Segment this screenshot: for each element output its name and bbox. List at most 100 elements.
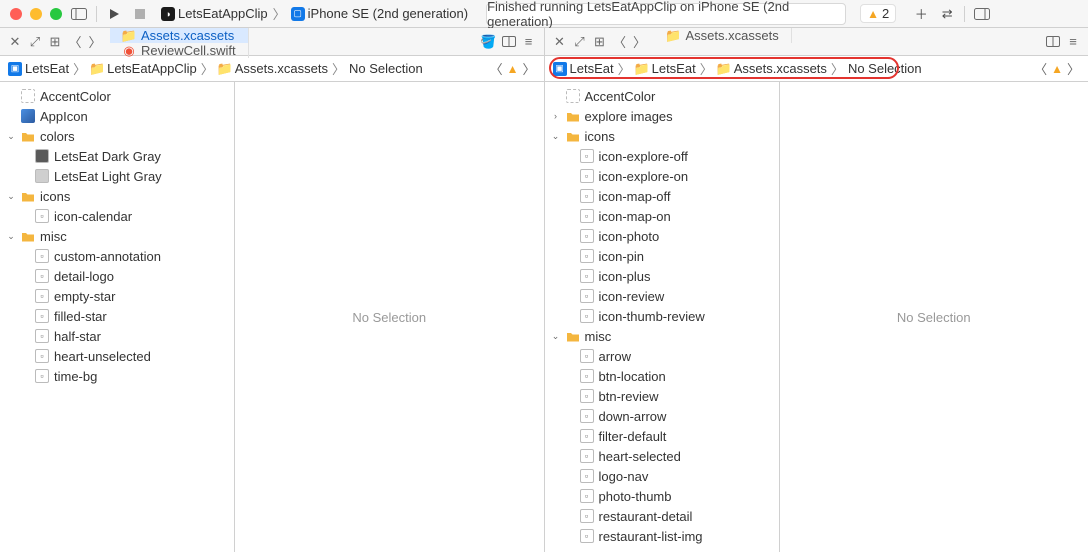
- disclosure-open-icon[interactable]: ⌄: [6, 231, 16, 242]
- tree-row[interactable]: ▫icon-map-on: [545, 206, 779, 226]
- disclosure-open-icon[interactable]: ⌄: [6, 191, 16, 202]
- tree-row[interactable]: ▫icon-map-off: [545, 186, 779, 206]
- tree-row[interactable]: ▫photo-thumb: [545, 486, 779, 506]
- imageset-icon: ▫: [34, 248, 50, 264]
- tree-row[interactable]: ▫filled-star: [0, 306, 234, 326]
- tree-label: icon-map-on: [599, 209, 671, 224]
- tree-row[interactable]: ▫btn-location: [545, 366, 779, 386]
- crumb[interactable]: LetsEatAppClip: [107, 61, 197, 76]
- right-breadcrumbs[interactable]: ▣LetsEat 〉 📁LetsEat 〉 📁Assets.xcassets 〉…: [545, 56, 1088, 82]
- tree-row[interactable]: ▫arrow: [545, 346, 779, 366]
- tree-row[interactable]: ▫icon-calendar: [0, 206, 234, 226]
- nav-forward-icon[interactable]: 〉: [88, 35, 102, 49]
- nav-forward-icon[interactable]: 〉: [633, 35, 647, 49]
- activity-status[interactable]: Finished running LetsEatAppClip on iPhon…: [486, 3, 846, 25]
- left-asset-tree[interactable]: AccentColorAppIcon⌄colorsLetsEat Dark Gr…: [0, 82, 235, 552]
- tree-row[interactable]: LetsEat Dark Gray: [0, 146, 234, 166]
- imageset-icon: ▫: [34, 268, 50, 284]
- grid-icon[interactable]: ⊞: [593, 35, 607, 49]
- tree-row[interactable]: ⌄colors: [0, 126, 234, 146]
- zoom-window-button[interactable]: [50, 8, 62, 20]
- minimize-window-button[interactable]: [30, 8, 42, 20]
- editor-tab[interactable]: 📁Assets.xcassets: [655, 28, 792, 43]
- crumb[interactable]: Assets.xcassets: [734, 61, 827, 76]
- paint-icon[interactable]: 🪣: [482, 35, 496, 49]
- tree-row[interactable]: ▫detail-logo: [0, 266, 234, 286]
- tree-label: logo-nav: [599, 469, 649, 484]
- tree-row[interactable]: ⌄misc: [0, 226, 234, 246]
- options-icon[interactable]: ≡: [522, 35, 536, 49]
- tree-row[interactable]: ⌄icons: [0, 186, 234, 206]
- grid-icon[interactable]: ⊞: [48, 35, 62, 49]
- options-icon[interactable]: ≡: [1066, 35, 1080, 49]
- expand-icon[interactable]: ⤢: [28, 35, 42, 49]
- tree-row[interactable]: AccentColor: [0, 86, 234, 106]
- nav-back-icon[interactable]: 〈: [490, 59, 503, 78]
- tree-row[interactable]: ▫btn-review: [545, 386, 779, 406]
- issues-badge[interactable]: ▲ 2: [860, 4, 896, 23]
- tree-row[interactable]: ⌄icons: [545, 126, 779, 146]
- tree-row[interactable]: ▫icon-review: [545, 286, 779, 306]
- close-window-button[interactable]: [10, 8, 22, 20]
- left-tabbar[interactable]: ✕ ⤢ ⊞ 〈 〉 📁Assets.xcassets◉ReviewCell.sw…: [0, 28, 544, 56]
- assets-icon: 📁: [717, 62, 731, 76]
- tree-row[interactable]: ▫restaurant-list-img: [545, 526, 779, 546]
- disclosure-open-icon[interactable]: ⌄: [551, 131, 561, 142]
- tree-row[interactable]: ▫icon-explore-on: [545, 166, 779, 186]
- tree-row[interactable]: ▫empty-star: [0, 286, 234, 306]
- scheme-selector[interactable]: ◑ LetsEatAppClip 〉 ▢ iPhone SE (2nd gene…: [157, 2, 472, 25]
- nav-back-icon[interactable]: 〈: [613, 35, 627, 49]
- right-asset-tree[interactable]: AccentColor›explore images⌄icons▫icon-ex…: [545, 82, 780, 552]
- disclosure-open-icon[interactable]: ⌄: [6, 131, 16, 142]
- tree-row[interactable]: ›explore images: [545, 106, 779, 126]
- run-button[interactable]: [105, 5, 123, 23]
- tree-row[interactable]: ▫time-bg: [0, 366, 234, 386]
- crumb[interactable]: LetsEat: [570, 61, 614, 76]
- nav-forward-icon[interactable]: 〉: [522, 59, 535, 78]
- tree-row[interactable]: ▫icon-explore-off: [545, 146, 779, 166]
- imageset-icon: ▫: [579, 408, 595, 424]
- nav-back-icon[interactable]: 〈: [1034, 59, 1047, 78]
- tree-row[interactable]: ▫icon-thumb-review: [545, 306, 779, 326]
- tree-row[interactable]: ▫icon-pin: [545, 246, 779, 266]
- inspector-toggle-icon[interactable]: [973, 5, 991, 23]
- split-icon[interactable]: [502, 35, 516, 49]
- tree-row[interactable]: ▫icon-photo: [545, 226, 779, 246]
- crumb[interactable]: LetsEat: [25, 61, 69, 76]
- tree-row[interactable]: ▫custom-annotation: [0, 246, 234, 266]
- tree-row[interactable]: ▫down-arrow: [545, 406, 779, 426]
- warning-icon[interactable]: ▲: [1051, 62, 1063, 76]
- nav-forward-icon[interactable]: 〉: [1067, 59, 1080, 78]
- sidebar-toggle-icon[interactable]: [70, 5, 88, 23]
- warning-icon[interactable]: ▲: [507, 62, 519, 76]
- tree-row[interactable]: ▫half-star: [0, 326, 234, 346]
- tree-row[interactable]: ▫heart-unselected: [0, 346, 234, 366]
- code-review-icon[interactable]: ⇄: [938, 5, 956, 23]
- expand-icon[interactable]: ⤢: [573, 35, 587, 49]
- tree-row[interactable]: AccentColor: [545, 86, 779, 106]
- tree-row[interactable]: ▫heart-selected: [545, 446, 779, 466]
- tree-row[interactable]: ⌄misc: [545, 326, 779, 346]
- split-icon[interactable]: [1046, 35, 1060, 49]
- imageset-icon: ▫: [579, 448, 595, 464]
- tree-row[interactable]: ▫filter-default: [545, 426, 779, 446]
- add-button[interactable]: ＋: [912, 5, 930, 23]
- editor-tab[interactable]: 📁Assets.xcassets: [110, 28, 249, 43]
- tree-row[interactable]: LetsEat Light Gray: [0, 166, 234, 186]
- crumb[interactable]: LetsEat: [652, 61, 696, 76]
- tree-row[interactable]: ▫restaurant-detail: [545, 506, 779, 526]
- disclosure-closed-icon[interactable]: ›: [551, 111, 561, 121]
- left-breadcrumbs[interactable]: ▣LetsEat 〉 📁LetsEatAppClip 〉 📁Assets.xca…: [0, 56, 544, 82]
- tree-row[interactable]: ▫icon-plus: [545, 266, 779, 286]
- close-tab-icon[interactable]: ✕: [8, 35, 22, 49]
- stop-button[interactable]: [131, 5, 149, 23]
- tree-label: filled-star: [54, 309, 107, 324]
- tree-row[interactable]: AppIcon: [0, 106, 234, 126]
- nav-back-icon[interactable]: 〈: [68, 35, 82, 49]
- close-tab-icon[interactable]: ✕: [553, 35, 567, 49]
- disclosure-open-icon[interactable]: ⌄: [551, 331, 561, 342]
- crumb[interactable]: Assets.xcassets: [235, 61, 328, 76]
- tree-label: photo-thumb: [599, 489, 672, 504]
- tree-row[interactable]: ▫logo-nav: [545, 466, 779, 486]
- right-tabbar[interactable]: ✕ ⤢ ⊞ 〈 〉 📁Assets.xcassets ≡: [545, 28, 1088, 56]
